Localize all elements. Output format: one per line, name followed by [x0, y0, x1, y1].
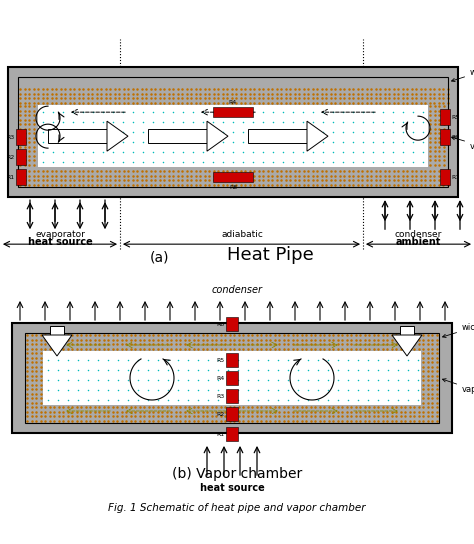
Text: R6: R6 — [451, 135, 459, 140]
Polygon shape — [207, 121, 228, 151]
Text: heat source: heat source — [27, 237, 92, 247]
Bar — [18, 167, 448, 187]
Bar — [226, 353, 238, 367]
Text: Fig. 1 Schematic of heat pipe and vapor chamber: Fig. 1 Schematic of heat pipe and vapor … — [108, 503, 366, 513]
Text: wick: wick — [452, 67, 474, 82]
Bar — [428, 105, 448, 167]
Bar — [43, 351, 421, 405]
Bar — [440, 109, 450, 125]
Text: R4: R4 — [229, 100, 237, 104]
Text: condenser: condenser — [211, 285, 263, 295]
Bar — [25, 351, 43, 405]
Bar — [440, 129, 450, 145]
Text: R1: R1 — [217, 431, 225, 436]
Text: R2: R2 — [217, 411, 225, 417]
Bar — [25, 333, 439, 423]
Bar — [213, 107, 253, 117]
Polygon shape — [42, 335, 72, 356]
Text: evaporator: evaporator — [35, 230, 85, 239]
Text: R8: R8 — [229, 184, 237, 190]
Text: vapor: vapor — [452, 137, 474, 151]
Bar — [38, 105, 428, 167]
Polygon shape — [307, 121, 328, 151]
Bar — [8, 67, 458, 197]
Bar — [248, 129, 307, 143]
Bar — [18, 85, 448, 105]
Bar — [400, 326, 414, 335]
Text: ambient: ambient — [395, 237, 441, 247]
Text: heat source: heat source — [200, 483, 264, 493]
Text: adiabatic: adiabatic — [221, 230, 263, 239]
Bar — [148, 129, 207, 143]
Bar — [25, 405, 439, 423]
Bar — [16, 129, 26, 145]
Bar — [48, 129, 107, 143]
Text: (a): (a) — [150, 250, 170, 264]
Bar — [25, 333, 439, 351]
Text: R4: R4 — [217, 375, 225, 380]
Bar — [18, 105, 38, 167]
Text: R3: R3 — [217, 393, 225, 399]
Text: Heat Pipe: Heat Pipe — [227, 246, 313, 264]
Bar — [226, 389, 238, 403]
Text: R6: R6 — [217, 322, 225, 326]
Text: wick: wick — [443, 324, 474, 337]
Text: condenser: condenser — [394, 230, 442, 239]
Text: (b) Vapor chamber: (b) Vapor chamber — [172, 467, 302, 481]
Text: R7: R7 — [451, 175, 459, 180]
Text: R2: R2 — [7, 154, 15, 159]
Polygon shape — [107, 121, 128, 151]
Bar — [50, 326, 64, 335]
Bar — [226, 371, 238, 385]
Bar — [421, 351, 439, 405]
Bar — [16, 169, 26, 185]
Bar — [440, 169, 450, 185]
Text: R3: R3 — [7, 135, 15, 140]
Bar — [226, 407, 238, 421]
Bar — [18, 77, 448, 187]
Bar — [16, 149, 26, 165]
Bar — [226, 427, 238, 441]
Text: vapor: vapor — [443, 379, 474, 394]
Text: R5: R5 — [451, 115, 459, 120]
Bar — [12, 323, 452, 433]
Bar — [213, 172, 253, 182]
Polygon shape — [392, 335, 422, 356]
Bar — [226, 317, 238, 331]
Text: R5: R5 — [217, 357, 225, 362]
Text: R1: R1 — [7, 175, 15, 180]
